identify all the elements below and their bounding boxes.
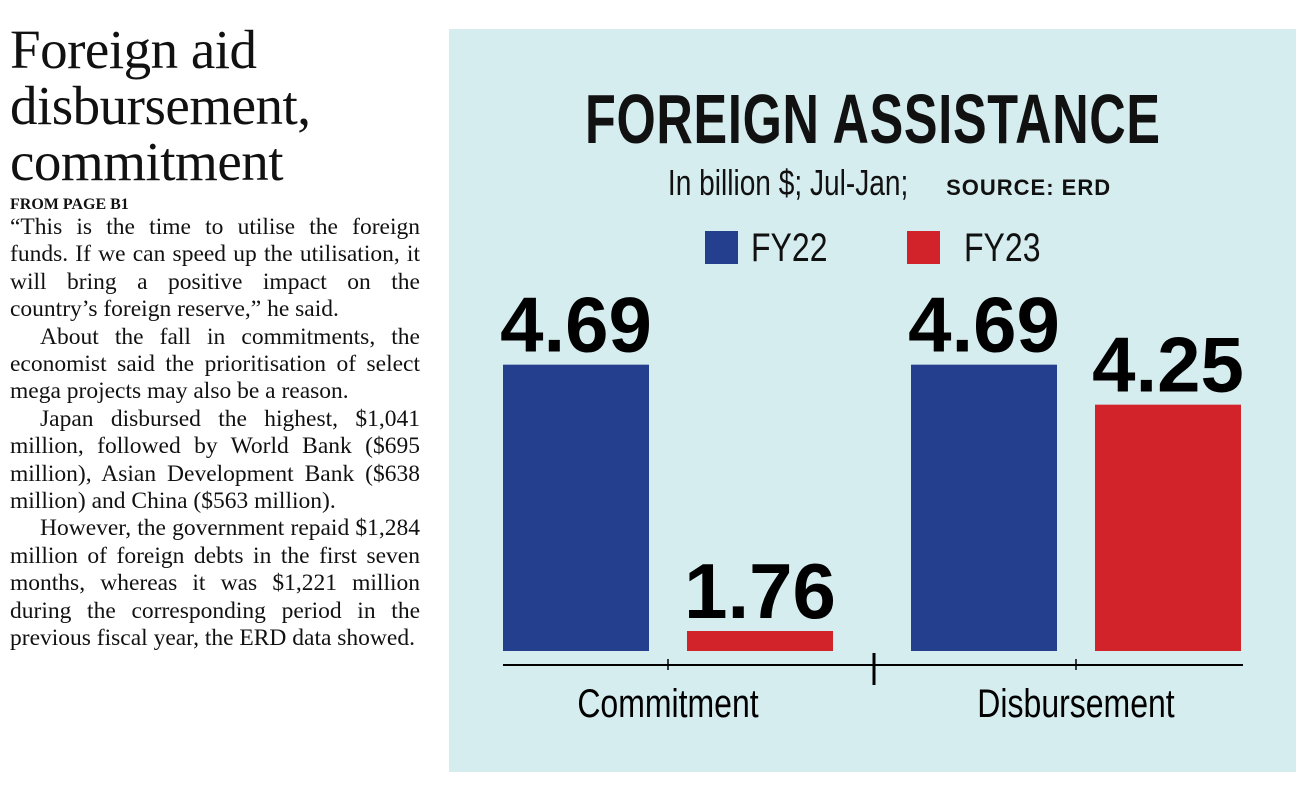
chart-source: SOURCE: ERD	[946, 175, 1112, 200]
bar-chart: 4.69 1.76 Commitment 4.69 4.25 Disbursement	[500, 281, 1244, 726]
legend-swatch-fy23	[907, 231, 940, 264]
bar-fy23-disbursement	[1095, 404, 1241, 651]
article-body: “This is the time to utilise the foreign…	[10, 214, 420, 653]
headline-line: commitment	[10, 131, 284, 192]
headline-line: Foreign aid	[10, 19, 257, 80]
headline-line: disbursement,	[10, 75, 311, 136]
article: Foreign aid disbursement, commitment FRO…	[10, 22, 420, 653]
chart-panel: FOREIGN ASSISTANCE In billion $; Jul-Jan…	[449, 29, 1296, 772]
bar-fy22-disbursement	[911, 364, 1057, 651]
bar-fy23-commitment	[687, 631, 833, 651]
legend-label-fy23: FY23	[964, 226, 1041, 270]
legend-swatch-fy22	[705, 231, 738, 264]
legend-label-fy22: FY22	[751, 226, 828, 270]
paragraph: “This is the time to utilise the foreign…	[10, 214, 420, 323]
paragraph: Japan disbursed the highest, $1,041 mill…	[10, 405, 420, 515]
chart-title-wrap: FOREIGN ASSISTANCE	[449, 79, 1296, 159]
chart-subtitle: In billion $; Jul-Jan;	[667, 162, 909, 203]
paragraph: About the fall in commitments, the econo…	[10, 323, 420, 405]
category-label: Disbursement	[977, 681, 1174, 726]
headline: Foreign aid disbursement, commitment	[10, 22, 420, 190]
chart-subtitle-wrap: In billion $; Jul-Jan; SOURCE: ERD	[449, 162, 1296, 204]
data-label: 1.76	[684, 547, 836, 635]
chart-title: FOREIGN ASSISTANCE	[584, 80, 1161, 158]
category-label: Commitment	[577, 681, 758, 726]
from-page-label: FROM PAGE B1	[10, 196, 129, 213]
paragraph: However, the government repaid $1,284 mi…	[10, 515, 420, 652]
data-label: 4.25	[1092, 321, 1244, 409]
bar-fy22-commitment	[503, 364, 649, 651]
data-label: 4.69	[908, 281, 1060, 369]
data-label: 4.69	[500, 281, 652, 369]
